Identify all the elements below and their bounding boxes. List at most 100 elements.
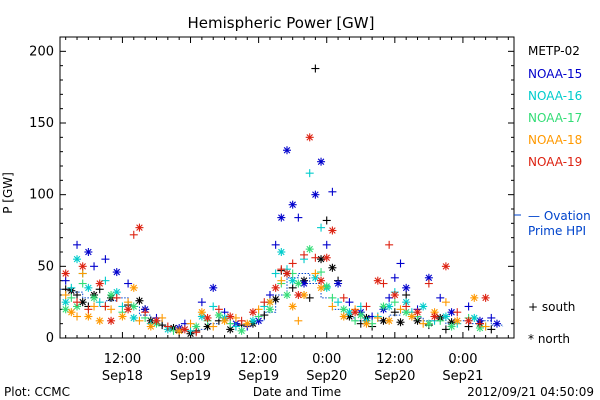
y-tick-label: 0 <box>46 331 54 346</box>
point-noaa-17 <box>67 293 76 302</box>
point-noaa-19 <box>61 269 70 278</box>
point-noaa-16 <box>73 255 82 264</box>
point-noaa-16 <box>84 283 93 292</box>
point-noaa-19 <box>237 316 246 325</box>
point-noaa-19 <box>317 276 326 285</box>
point-noaa-19 <box>328 226 337 235</box>
point-noaa-18 <box>107 305 116 314</box>
point-noaa-15 <box>61 276 70 285</box>
point-noaa-17 <box>356 311 365 320</box>
point-noaa-16 <box>129 313 138 322</box>
point-noaa-17 <box>322 282 331 291</box>
point-metp-02 <box>396 318 405 327</box>
x-tick-date-label: Sep20 <box>306 369 347 384</box>
x-tick-date-label: Sep18 <box>102 369 143 384</box>
point-noaa-17 <box>294 279 303 288</box>
point-noaa-18 <box>78 269 87 278</box>
point-noaa-19 <box>192 328 201 337</box>
point-noaa-18 <box>61 291 70 299</box>
point-noaa-19 <box>141 308 150 317</box>
point-noaa-15 <box>402 283 411 292</box>
legend-south-marker: + south <box>528 300 575 314</box>
point-noaa-19 <box>214 305 223 314</box>
point-noaa-19 <box>379 279 388 288</box>
point-noaa-18 <box>453 316 462 325</box>
plot-credit: Plot: CCMC <box>4 385 70 399</box>
point-metp-02 <box>305 293 314 302</box>
point-noaa-18 <box>84 312 93 321</box>
point-noaa-15 <box>73 240 82 249</box>
point-noaa-15 <box>311 190 320 199</box>
point-noaa-19 <box>294 291 303 299</box>
point-noaa-19 <box>339 293 348 302</box>
point-noaa-15 <box>90 262 99 271</box>
point-noaa-15 <box>124 279 133 288</box>
point-noaa-18 <box>158 313 167 322</box>
point-noaa-15 <box>492 319 501 328</box>
point-noaa-17 <box>214 311 223 320</box>
point-noaa-17 <box>351 316 360 325</box>
point-noaa-19 <box>288 259 297 268</box>
point-noaa-18 <box>311 269 320 278</box>
point-noaa-19 <box>107 316 116 325</box>
point-noaa-15 <box>197 298 206 307</box>
point-noaa-18 <box>118 312 127 321</box>
point-noaa-15 <box>328 187 337 196</box>
legend-entry-noaa-15: NOAA-15 <box>528 67 582 81</box>
point-noaa-17 <box>339 305 348 314</box>
point-noaa-15 <box>265 291 274 299</box>
point-noaa-19 <box>283 269 291 278</box>
point-noaa-17 <box>390 298 399 307</box>
point-noaa-18 <box>328 302 337 311</box>
point-noaa-18 <box>209 322 218 331</box>
point-noaa-18 <box>243 319 252 328</box>
point-noaa-18 <box>419 319 428 328</box>
point-noaa-18 <box>254 305 263 314</box>
point-noaa-18 <box>441 298 450 307</box>
point-noaa-19 <box>260 298 269 307</box>
point-noaa-18 <box>186 319 195 328</box>
point-noaa-18 <box>294 316 303 325</box>
point-noaa-19 <box>453 308 462 317</box>
point-noaa-15 <box>396 259 405 268</box>
point-metp-02 <box>487 325 496 334</box>
point-noaa-19 <box>271 283 280 292</box>
point-noaa-19 <box>402 302 411 311</box>
point-noaa-15 <box>288 200 297 209</box>
point-noaa-17 <box>402 308 411 317</box>
point-noaa-19 <box>413 308 422 317</box>
point-noaa-18 <box>396 305 405 314</box>
point-noaa-18 <box>67 308 76 317</box>
point-noaa-15 <box>436 293 445 302</box>
point-metp-02 <box>441 325 450 334</box>
point-noaa-17 <box>265 305 274 314</box>
point-noaa-19 <box>124 305 133 314</box>
point-metp-02 <box>271 295 280 304</box>
x-tick-time-label: 12:00 <box>104 352 141 367</box>
y-axis-label: P [GW] <box>1 172 15 214</box>
point-noaa-16 <box>441 312 450 321</box>
x-tick-time-label: 12:00 <box>240 352 277 367</box>
point-noaa-19 <box>135 223 144 232</box>
point-noaa-16 <box>231 322 240 331</box>
point-noaa-17 <box>379 302 388 311</box>
legend-north-marker: * north <box>528 332 570 346</box>
point-noaa-19 <box>101 302 110 311</box>
chart-title: Hemispheric Power [GW] <box>188 14 375 32</box>
point-noaa-15 <box>487 313 496 322</box>
y-tick-label: 100 <box>29 188 54 203</box>
point-noaa-17 <box>129 302 138 311</box>
point-noaa-19 <box>78 262 87 271</box>
plot-area-frame <box>59 36 515 339</box>
point-noaa-18 <box>481 322 490 331</box>
point-noaa-15 <box>294 213 303 222</box>
point-noaa-19 <box>441 262 450 271</box>
point-metp-02 <box>135 296 144 305</box>
point-noaa-19 <box>203 313 212 322</box>
point-metp-02 <box>322 216 331 225</box>
point-noaa-18 <box>277 276 286 285</box>
x-tick-time-label: 0:00 <box>176 352 205 367</box>
point-noaa-17 <box>305 245 314 254</box>
point-noaa-15 <box>317 157 326 166</box>
